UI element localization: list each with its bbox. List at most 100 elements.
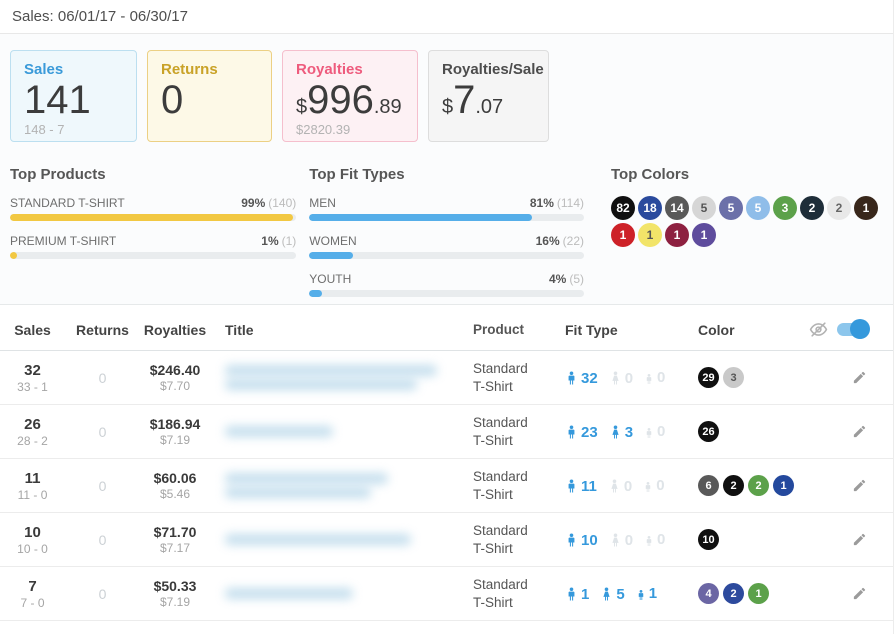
blurred-title-line [225,473,388,484]
progress-fill [309,252,354,259]
youth-icon [644,373,654,385]
blurred-title-line [225,379,417,390]
returns-card-value: 0 [161,78,184,122]
fit-count-women: 3 [624,423,634,441]
sales-card-value: 141 [24,78,91,122]
product-bar-label: PREMIUM T-SHIRT [10,234,117,248]
row-sales-sub: 33 - 1 [17,379,48,394]
stat-cards: Sales 141 148 - 7 Returns 0 Royalties $9… [10,50,883,142]
edit-pencil-icon[interactable] [852,586,867,601]
product-bar-percent: 1% [261,234,279,248]
color-chip: 2 [827,196,851,220]
returns-card: Returns 0 [147,50,272,142]
color-dot: 2 [748,475,769,496]
row-returns: 0 [98,531,107,548]
header-title[interactable]: Title [225,321,254,338]
visibility-toggle[interactable] [837,319,870,339]
row-title-blurred[interactable] [210,531,445,548]
header-sales[interactable]: Sales [14,321,51,338]
men-icon [565,424,578,440]
header-royalties[interactable]: Royalties [143,321,207,338]
men-icon [565,532,578,548]
fit-count-men: 23 [581,423,598,441]
fit-count-men: 10 [581,531,598,549]
header-color[interactable]: Color [698,321,735,338]
row-royalties-sub: $7.70 [159,379,191,393]
row-product: Standard T-Shirt [473,468,528,502]
fit-bar-youth: YOUTH 4% (5) [309,272,584,297]
table-header: Sales Returns Royalties Title Product Fi… [0,305,893,351]
edit-pencil-icon[interactable] [852,370,867,385]
edit-pencil-icon[interactable] [852,424,867,439]
row-sales: 11 [24,469,41,487]
royalties-per-sale-card-value: $7.07 [442,78,504,122]
men-icon [565,478,578,494]
fit-count-men: 32 [581,369,598,387]
row-title-blurred[interactable] [210,362,445,393]
header-fit-type[interactable]: Fit Type [565,321,618,338]
progress-fill [10,252,18,259]
header-product[interactable]: Product [473,321,525,337]
color-chip: 18 [638,196,662,220]
top-products-title: Top Products [10,166,106,183]
row-royalties-sub: $7.19 [159,433,191,447]
edit-pencil-icon[interactable] [852,532,867,547]
row-royalties-sub: $5.46 [159,487,191,501]
color-dot: 1 [773,475,794,496]
fit-bar-percent: 16% [535,234,560,248]
top-fit-types-section: Top Fit Types MEN 81% (114) WOMEN 16% (22) [309,166,584,310]
color-chip: 3 [773,196,797,220]
row-sales-sub: 28 - 2 [17,433,48,448]
women-icon [600,586,613,602]
progress-fill [309,290,322,297]
color-chip: 1 [692,223,716,247]
row-fit-types: 23 3 0 [540,424,675,440]
page-title: Sales: 06/01/17 - 06/30/17 [0,0,893,34]
fit-bar-label: MEN [309,196,336,210]
product-bar-premium: PREMIUM T-SHIRT 1% (1) [10,234,297,259]
fit-bar-women: WOMEN 16% (22) [309,234,584,259]
table-row: 10 10 - 0 0 $71.70 $7.17 Standard T-Shirt … [0,513,893,567]
row-color-dots: 10 [675,529,805,550]
row-fit-types: 32 0 0 [540,370,675,386]
fit-count-youth: 1 [648,585,658,602]
color-chip: 1 [854,196,878,220]
sales-card-label: Sales [24,61,64,78]
row-title-blurred[interactable] [210,423,445,440]
fit-bar-count: (22) [562,234,584,248]
color-dot: 2 [723,583,744,604]
row-product: Standard T-Shirt [473,360,528,394]
color-chip-list: 82 18 14 5 5 5 3 2 2 1 1 1 1 1 [611,196,883,247]
blurred-title-line [225,487,371,498]
fit-count-women: 0 [623,477,633,495]
row-color-dots: 4 2 1 [675,583,805,604]
royalties-per-sale-card-label: Royalties/Sale [442,61,544,78]
product-bar-standard: STANDARD T-SHIRT 99% (140) [10,196,297,221]
top-products-section: Top Products STANDARD T-SHIRT 99% (140) P… [10,166,297,310]
blurred-title-line [225,534,411,545]
color-chip: 14 [665,196,689,220]
color-dot: 2 [723,475,744,496]
youth-icon [636,589,646,601]
row-title-blurred[interactable] [210,470,445,501]
color-dot: 29 [698,367,719,388]
color-dot: 10 [698,529,719,550]
fit-bar-percent: 81% [529,196,554,210]
row-color-dots: 26 [675,421,805,442]
row-title-blurred[interactable] [210,585,445,602]
row-sales: 32 [24,361,41,379]
color-dot: 6 [698,475,719,496]
row-fit-types: 1 5 1 [540,586,675,602]
women-icon [609,370,622,386]
header-returns[interactable]: Returns [76,321,129,338]
product-bar-count: (1) [281,234,297,248]
color-dot: 4 [698,583,719,604]
row-royalties: $246.40 [149,362,201,378]
row-product: Standard T-Shirt [473,576,528,610]
edit-pencil-icon[interactable] [852,478,867,493]
row-product: Standard T-Shirt [473,414,528,448]
men-icon [565,586,578,602]
eye-off-icon[interactable] [809,320,828,339]
